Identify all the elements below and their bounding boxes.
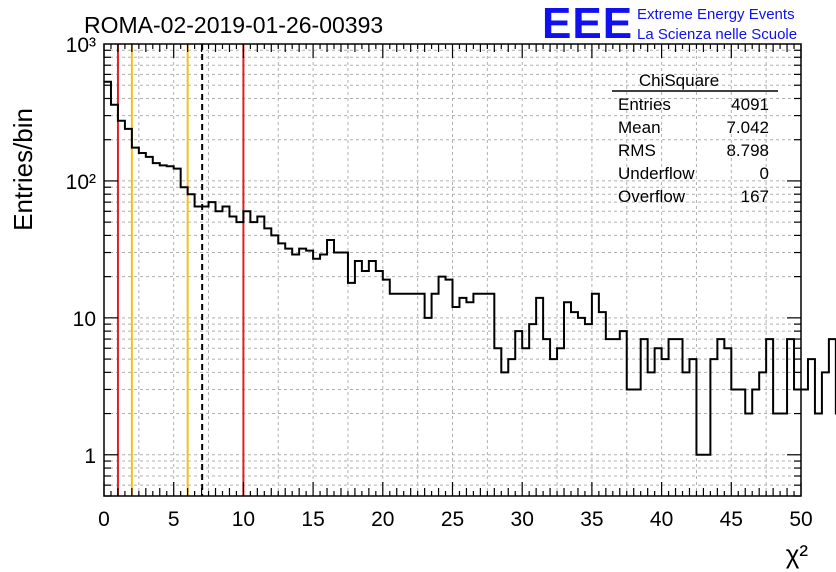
x-tick-label: 35 xyxy=(580,508,603,531)
x-tick-label: 45 xyxy=(720,508,743,531)
x-axis-label: χ² xyxy=(786,539,809,569)
x-tick-label: 10 xyxy=(232,508,255,531)
axis-ticks xyxy=(103,44,802,497)
y-tick-label: 10² xyxy=(66,171,96,194)
eee-logo: EEE Extreme Energy Events La Scienza nel… xyxy=(542,0,797,48)
stats-row-value: 7.042 xyxy=(726,118,769,137)
histogram-line xyxy=(104,80,836,456)
run-title: ROMA-02-2019-01-26-00393 xyxy=(84,12,383,38)
y-tick-label: 10 xyxy=(73,308,96,331)
x-tick-label: 40 xyxy=(650,508,673,531)
y-tick-label: 1 xyxy=(84,445,96,468)
stats-title: ChiSquare xyxy=(639,71,719,90)
x-tick-labels: 0 5 10 15 20 25 30 35 40 45 50 xyxy=(98,508,813,531)
y-tick-labels: 1 10 10² 10³ xyxy=(66,34,96,468)
x-tick-label: 30 xyxy=(511,508,534,531)
x-tick-label: 50 xyxy=(789,508,812,531)
stats-row-label: RMS xyxy=(618,141,656,160)
y-tick-label: 10³ xyxy=(66,34,96,57)
eee-logo-line1: Extreme Energy Events xyxy=(637,6,795,23)
x-tick-label: 20 xyxy=(371,508,394,531)
stats-row-label: Overflow xyxy=(618,187,686,206)
stats-row-value: 8.798 xyxy=(726,141,769,160)
stats-row-value: 167 xyxy=(741,187,769,206)
x-tick-label: 15 xyxy=(301,508,324,531)
x-tick-label: 25 xyxy=(441,508,464,531)
stats-row-label: Entries xyxy=(618,95,671,114)
reference-lines xyxy=(116,44,245,496)
eee-logo-text: EEE xyxy=(542,0,633,48)
stats-row-value: 4091 xyxy=(731,95,769,114)
eee-logo-line2: La Scienza nelle Scuole xyxy=(637,26,797,43)
y-axis-label: Entries/bin xyxy=(8,108,38,231)
stats-row-value: 0 xyxy=(760,164,769,183)
stats-row-label: Underflow xyxy=(618,164,695,183)
stats-box: ChiSquare Entries 4091 Mean 7.042 RMS 8.798 Un… xyxy=(612,71,778,206)
x-tick-label: 5 xyxy=(168,508,180,531)
stats-row-label: Mean xyxy=(618,118,661,137)
x-tick-label: 0 xyxy=(98,508,110,531)
